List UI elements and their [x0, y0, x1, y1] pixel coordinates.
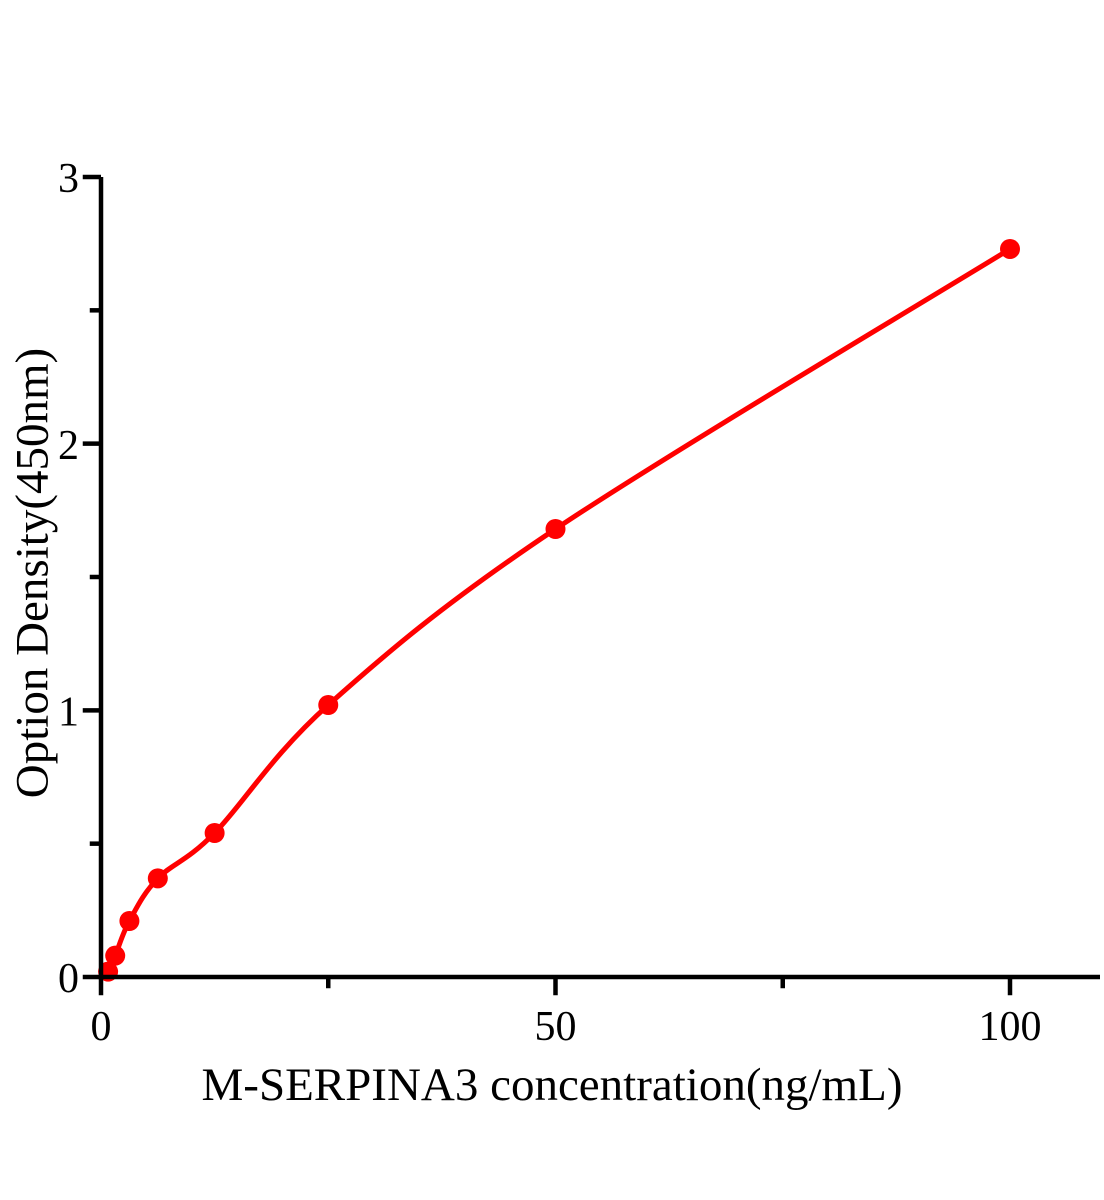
x-tick-label: 0: [91, 1004, 112, 1050]
y-tick-label: 3: [58, 156, 79, 202]
data-point: [318, 694, 339, 715]
data-point: [545, 518, 566, 539]
x-tick-label: 50: [535, 1004, 577, 1050]
axes-and-ticks: [82, 174, 1100, 996]
data-point: [119, 910, 140, 931]
y-tick-label: 0: [58, 956, 79, 1002]
data-point: [105, 945, 126, 966]
data-point: [204, 822, 225, 843]
x-axis-title: M-SERPINA3 concentration(ng/mL): [201, 1059, 903, 1111]
x-tick-labels: 0 50 100: [91, 1004, 1042, 1050]
y-axis-title: Option Density(450nm): [6, 347, 59, 799]
y-tick-label: 1: [58, 689, 79, 735]
data-point: [1000, 238, 1020, 259]
fitted-curve: [98, 246, 1013, 980]
data-point: [147, 868, 168, 889]
y-tick-label: 2: [58, 423, 79, 469]
data-point-markers: [98, 238, 1020, 982]
y-tick-labels: 0 1 2 3: [58, 156, 79, 1002]
standard-curve-line: [98, 246, 1013, 980]
x-tick-label: 100: [979, 1004, 1042, 1050]
